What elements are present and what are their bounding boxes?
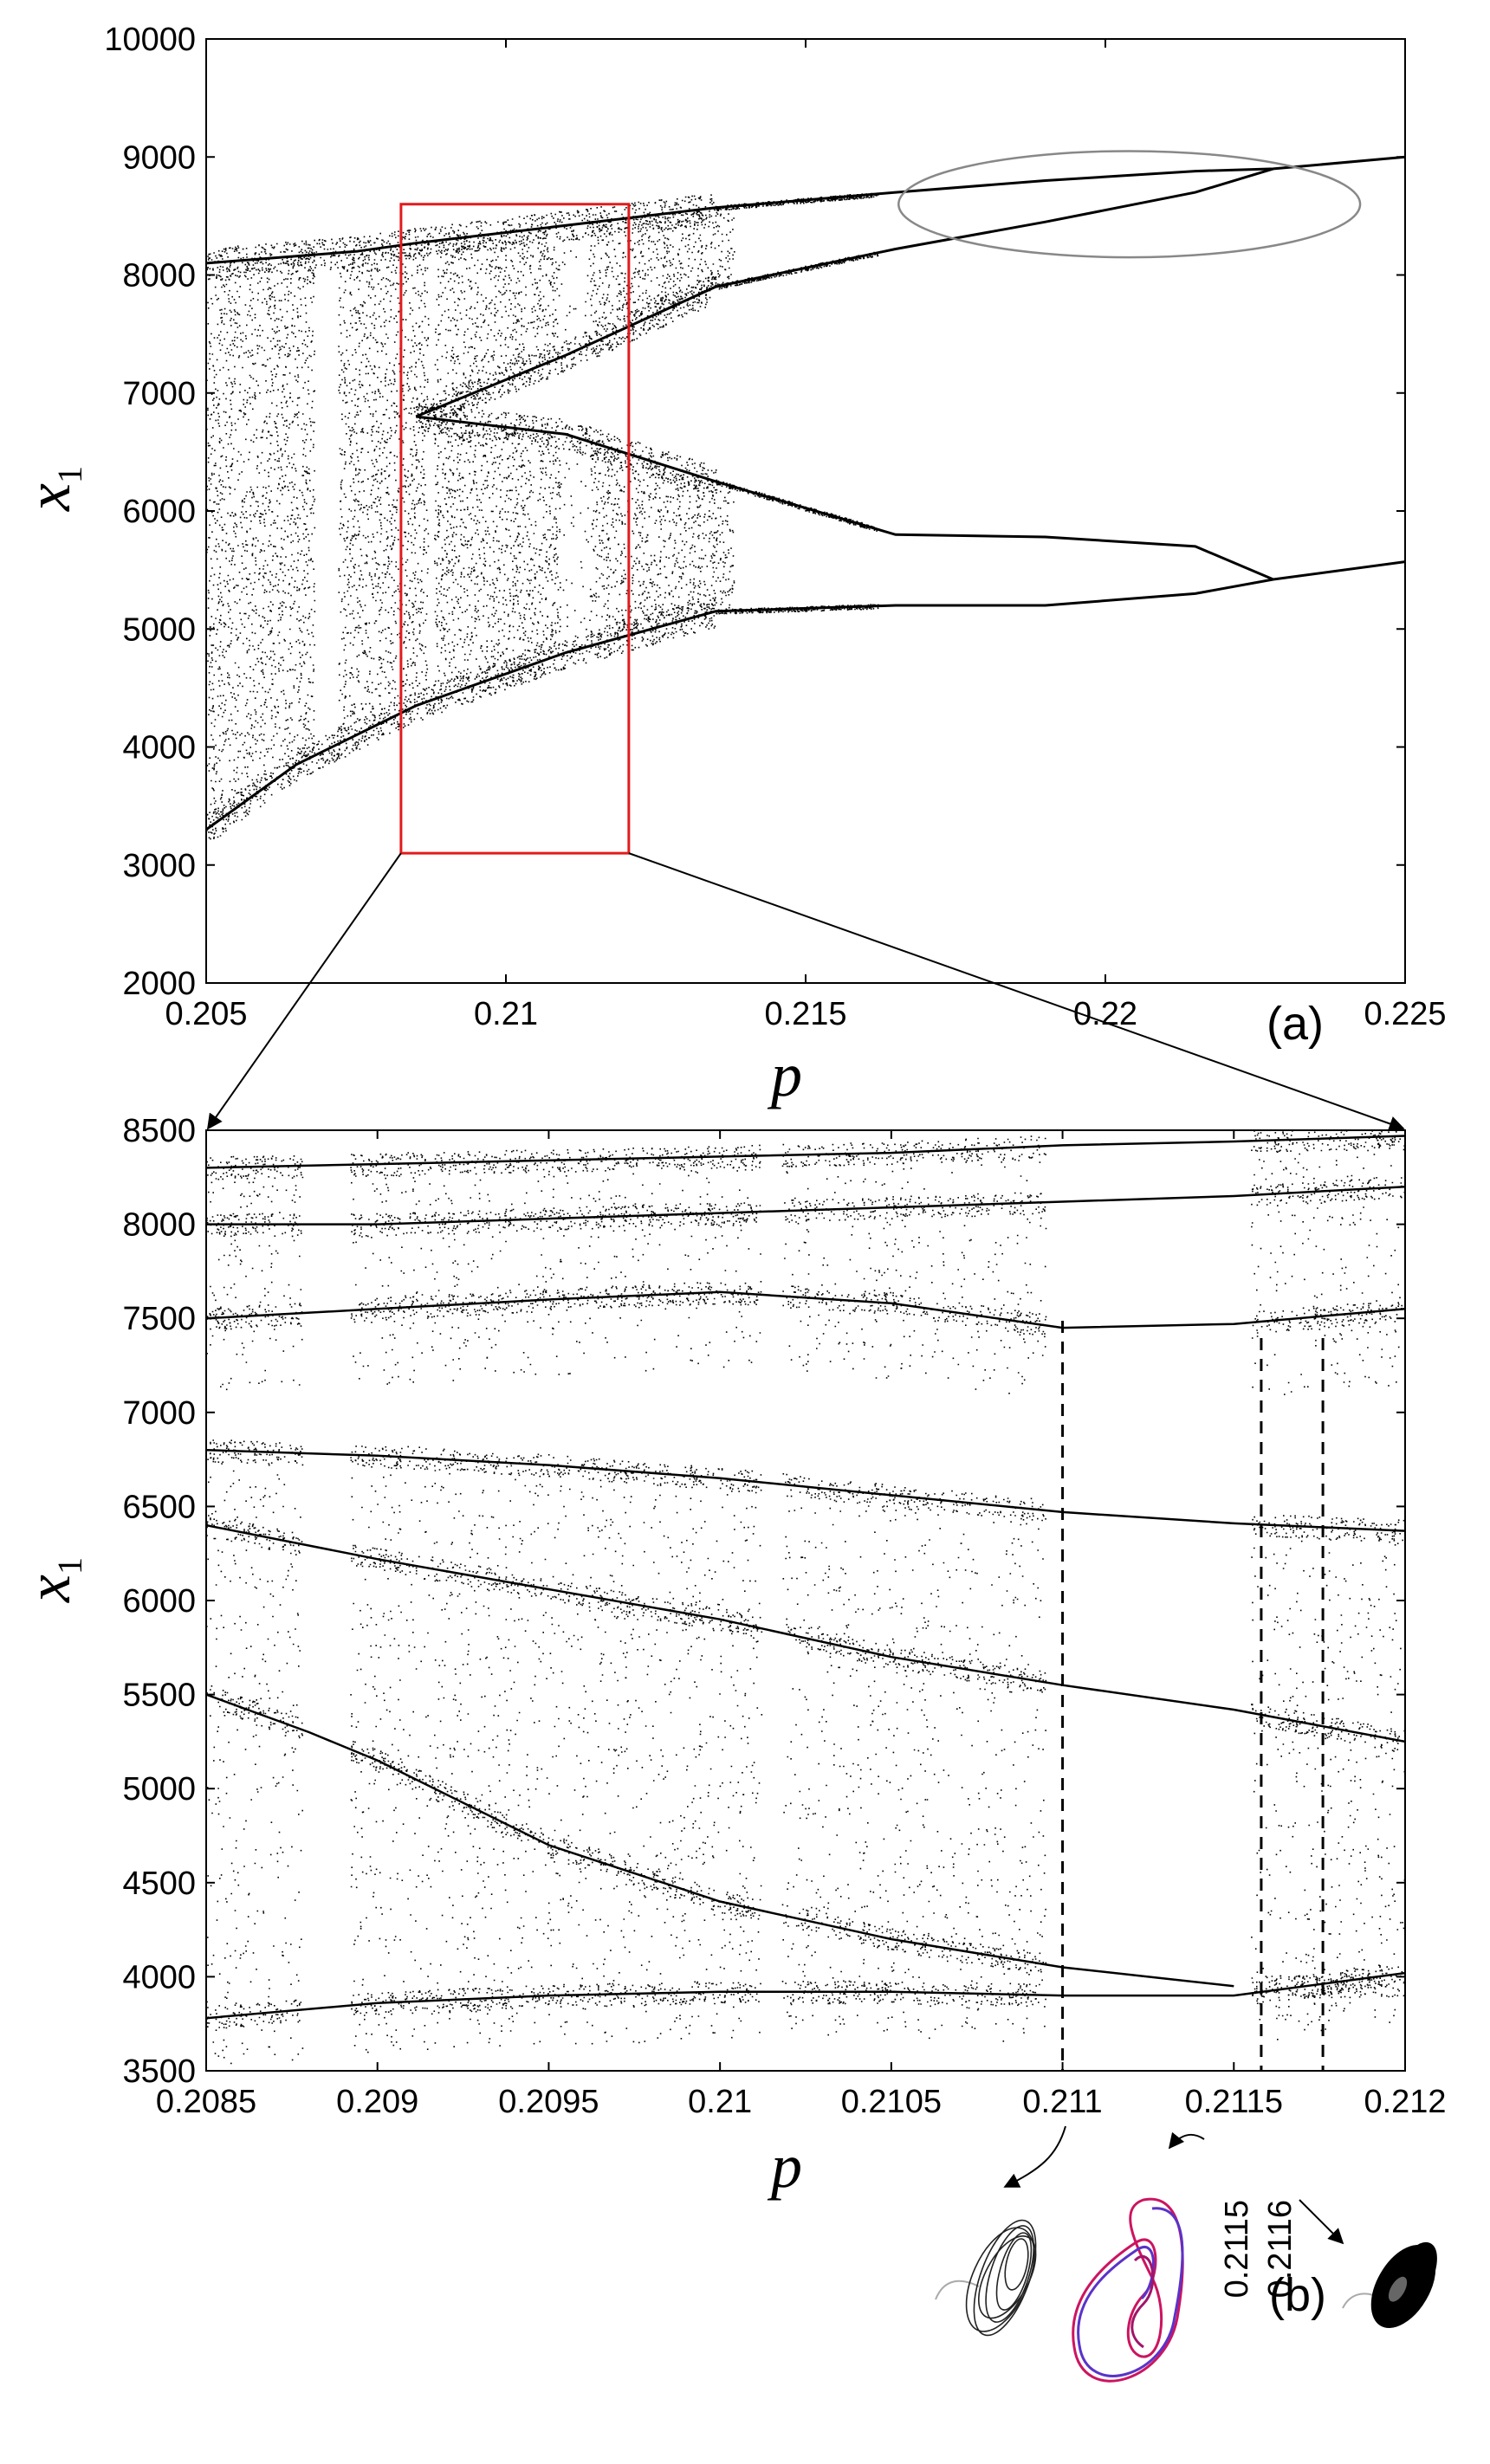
y-tick-label-a: 5000: [122, 611, 196, 648]
bifurcation-points-a: [206, 155, 1405, 840]
overlay-a: [206, 150, 1405, 1132]
panel-b: 3500 4000 4500 5000 5500 6000 6500 7000 7500 8000…: [14, 1113, 1447, 2321]
branch-b-5: [206, 1185, 1405, 1226]
y-axis-label-b-main: x: [14, 1575, 83, 1603]
dashed-line-label-0: 0.2115: [1219, 2200, 1255, 2298]
y-tick-label-a: 9000: [122, 139, 196, 176]
y-tick-label-a: 3000: [122, 848, 196, 884]
y-tick-label-b: 8000: [122, 1207, 196, 1244]
y-tick-label-b: 6500: [122, 1489, 196, 1525]
y-axis-label-b: x1: [14, 1557, 89, 1603]
branch-b-1: [206, 1523, 1405, 1743]
overlay-b: [1061, 1321, 1325, 2071]
inset-attractor-right: [1342, 2241, 1437, 2328]
inset-periodic-orbit: [1072, 2197, 1184, 2383]
chaotic-bands-b: [206, 1130, 1405, 2029]
y-tick-label-a: 7000: [122, 376, 196, 412]
bifurcation-points-b: [206, 1130, 1405, 2065]
y-tick-label-b: 5000: [122, 1771, 196, 1808]
branch-b-3: [206, 1971, 1405, 2020]
y-tick-label-b: 4000: [122, 1959, 196, 1995]
y-ticks-a: 2000 3000 4000 5000 6000 7000 8000 9000 10000: [104, 22, 1405, 1002]
x-tick-label-a: 0.21: [474, 996, 538, 1032]
highlight-ellipse: [897, 150, 1362, 259]
y-tick-label-a: 2000: [122, 966, 196, 1002]
y-tick-label-b: 7000: [122, 1395, 196, 1432]
x-tick-label-b: 0.21: [688, 2084, 752, 2120]
x-ticks-b: 0.2085 0.209 0.2095 0.21 0.2105 0.211 0.2115 0.…: [156, 1130, 1447, 2120]
x-tick-label-b: 0.2095: [498, 2084, 599, 2120]
y-tick-label-b: 3500: [122, 2053, 196, 2090]
inset-attractor-left: [935, 2219, 1037, 2337]
inset-arrows: [1003, 2125, 1344, 2245]
x-tick-label-a: 0.205: [165, 996, 247, 1032]
x-tick-label-b: 0.209: [336, 2084, 418, 2120]
y-tick-label-a: 4000: [122, 730, 196, 766]
zoom-arrow-left: [206, 852, 402, 1130]
chaotic-cloud-a: [206, 207, 735, 826]
y-tick-label-b: 6000: [122, 1583, 196, 1620]
y-tick-label-b: 5500: [122, 1678, 196, 1714]
x-tick-label-b: 0.211: [1022, 2084, 1102, 2120]
x-tick-label-b: 0.2085: [156, 2084, 256, 2120]
chaotic-cloud-b: [206, 1137, 1405, 2065]
y-tick-label-a: 8000: [122, 258, 196, 294]
dashed-line-label-1: 0.2116: [1262, 2200, 1299, 2298]
panel-b-label: (b): [1269, 2269, 1326, 2321]
x-axis-label-b: p: [767, 2131, 802, 2201]
x-tick-label-a: 0.225: [1364, 996, 1446, 1032]
axes-frame-b: [205, 1129, 1406, 2072]
x-tick-label-b: 0.2105: [841, 2084, 942, 2120]
y-axis-label-b-sub: 1: [50, 1557, 89, 1575]
x-axis-label-a: p: [767, 1040, 802, 1109]
panel-a: 2000 3000 4000 5000 6000 7000 8000 9000 10000 0.…: [14, 22, 1447, 1132]
branch-a-2: [206, 155, 1405, 265]
y-tick-label-b: 8500: [122, 1113, 196, 1149]
y-axis-label-a-main: x: [14, 483, 83, 512]
branch-b-0: [206, 1448, 1405, 1532]
branch-a-1: [416, 415, 1274, 581]
branch-b-6: [206, 1135, 1405, 1169]
x-tick-label-a: 0.215: [764, 996, 846, 1032]
y-axis-label-a-sub: 1: [50, 466, 89, 483]
y-tick-label-b: 4500: [122, 1866, 196, 1902]
x-tick-label-b: 0.2115: [1185, 2084, 1283, 2120]
y-axis-label-a: x1: [14, 466, 89, 512]
zoom-box: [399, 203, 631, 855]
branch-a-0: [206, 560, 1405, 831]
y-ticks-b: 3500 4000 4500 5000 5500 6000 6500 7000 7500 8000…: [122, 1113, 1405, 2090]
y-tick-label-a: 10000: [104, 22, 196, 58]
branch-b-2: [206, 1693, 1234, 1988]
x-tick-label-b: 0.212: [1364, 2084, 1446, 2120]
branch-b-4: [206, 1290, 1405, 1329]
x-ticks-a: 0.205 0.21 0.215 0.22 0.225: [165, 39, 1447, 1032]
zoom-arrow-right: [628, 852, 1405, 1132]
y-tick-label-a: 6000: [122, 494, 196, 530]
y-tick-label-b: 7500: [122, 1301, 196, 1337]
panel-a-label: (a): [1266, 998, 1324, 1050]
x-tick-label-a: 0.22: [1073, 996, 1137, 1032]
branch-a-3: [415, 167, 1274, 418]
